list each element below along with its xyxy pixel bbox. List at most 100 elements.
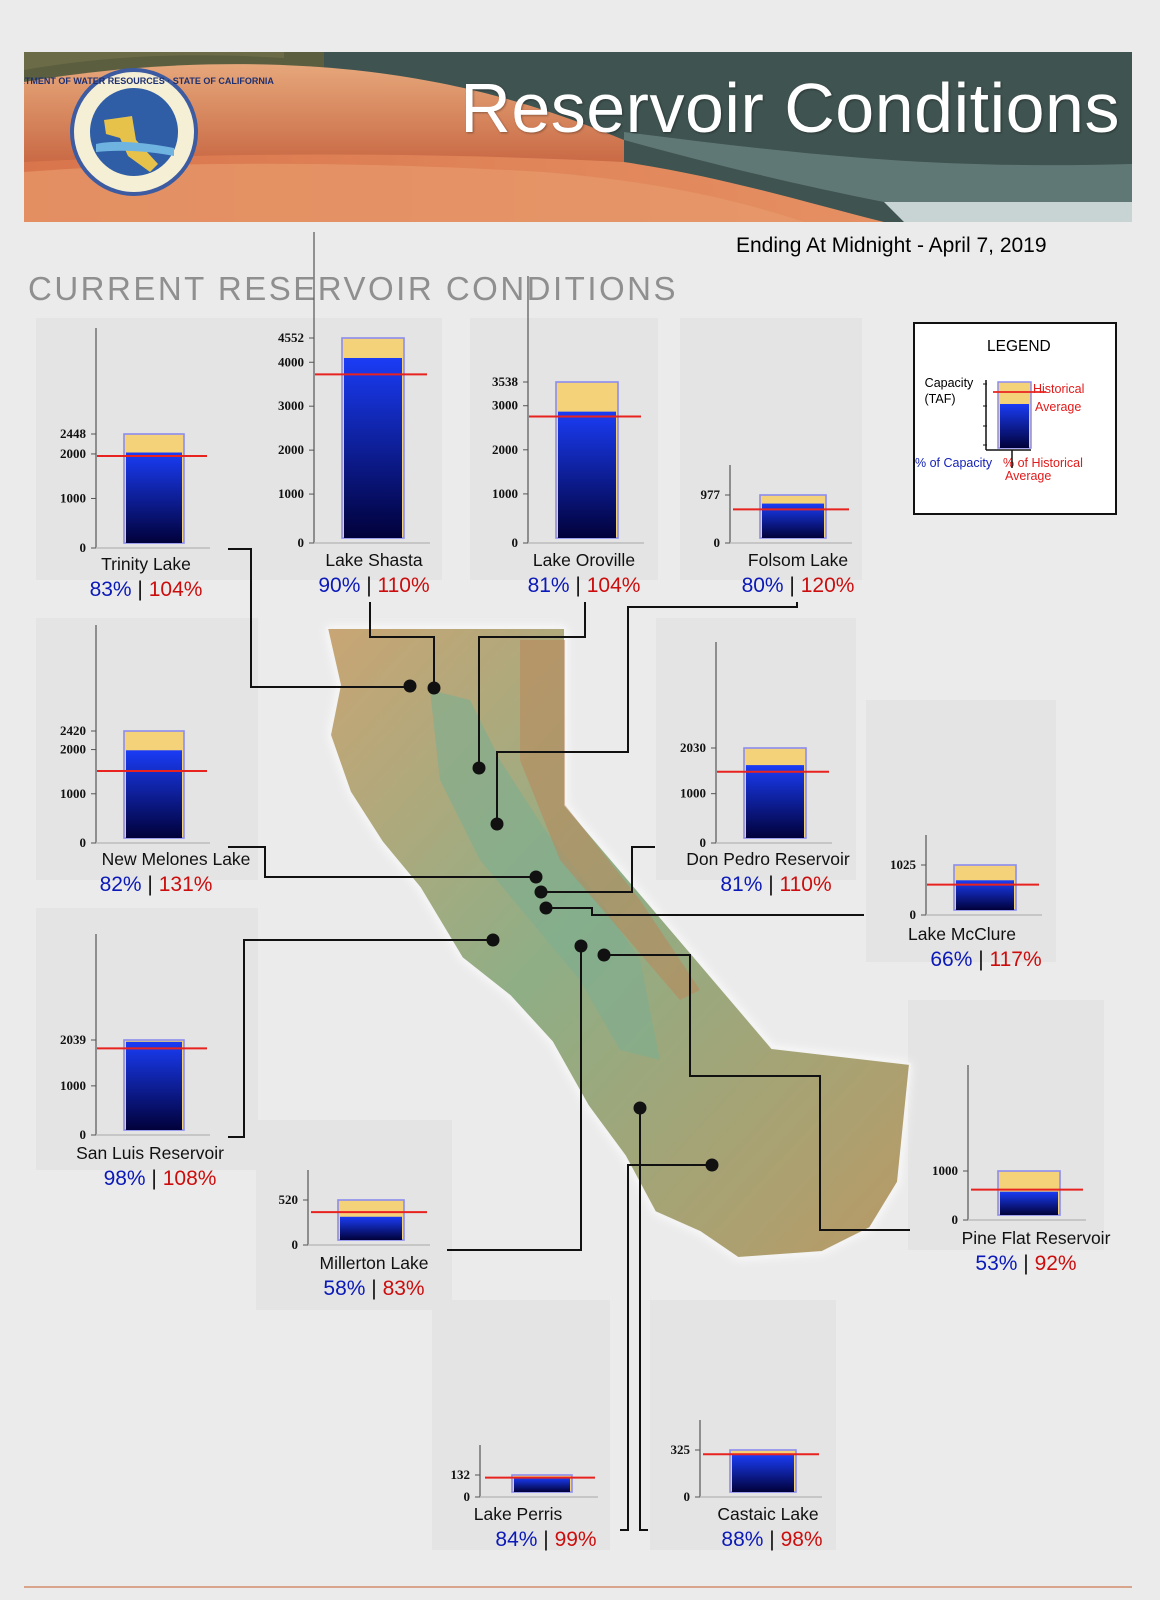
storage-bar — [344, 357, 402, 538]
panel-bg — [650, 1300, 836, 1550]
pct-capacity: 81% — [528, 574, 570, 597]
pct-separator: | — [1017, 1252, 1034, 1275]
tick-label: 3000 — [492, 398, 518, 413]
pct-historical: 108% — [163, 1167, 217, 1190]
reservoir-name: Lake McClure — [908, 924, 1016, 944]
pct-capacity: 84% — [495, 1528, 537, 1551]
date-line: Ending At Midnight - April 7, 2019 — [736, 234, 1047, 257]
tick-label: 2000 — [278, 442, 304, 457]
pct-capacity: 98% — [104, 1167, 146, 1190]
reservoir-name: Don Pedro Reservoir — [686, 849, 850, 869]
storage-bar — [732, 1455, 794, 1492]
reservoir-chart-4: 0 1000 2000 2420 New Melones Lake 82% | 131% — [60, 625, 250, 896]
pct-separator: | — [762, 873, 779, 896]
pct-capacity: 88% — [721, 1528, 763, 1551]
tick-label: 1000 — [60, 1078, 86, 1093]
storage-bar — [558, 411, 616, 538]
leader-line-0 — [228, 548, 410, 688]
pct-capacity: 58% — [323, 1277, 365, 1300]
tick-label: 4000 — [278, 354, 304, 369]
legend-pct-historical-2: Average — [1005, 469, 1052, 483]
section-title: CURRENT RESERVOIR CONDITIONS — [28, 270, 679, 307]
pct-separator: | — [142, 873, 159, 896]
tick-label: 0 — [700, 835, 707, 850]
tick-label: 4552 — [278, 330, 304, 345]
location-dot-10 — [633, 1101, 647, 1115]
pct-historical: 98% — [781, 1528, 823, 1551]
tick-label: 0 — [512, 535, 519, 550]
leader-line-9 — [604, 954, 910, 1231]
tick-label: 2000 — [60, 742, 86, 757]
reservoir-name: Castaic Lake — [717, 1504, 818, 1524]
reservoir-chart-6: 0 1025 Lake McClure 66% | 117% — [890, 835, 1042, 971]
legend-pct-capacity: % of Capacity — [915, 456, 993, 470]
tick-label: 132 — [451, 1467, 471, 1482]
tick-label: 0 — [80, 540, 87, 555]
reservoir-name: Lake Oroville — [533, 550, 635, 570]
tick-label: 0 — [684, 1489, 691, 1504]
location-dot-8 — [574, 939, 588, 953]
reservoir-chart-10: 0 132 Lake Perris 84% | 99% — [451, 1445, 598, 1551]
panel-bg — [432, 1300, 610, 1550]
reservoir-chart-8: 0 520 Millerton Lake 58% | 83% — [279, 1170, 430, 1300]
tick-label: 1000 — [932, 1163, 958, 1178]
pct-capacity: 81% — [720, 873, 762, 896]
storage-bar — [1000, 1191, 1058, 1215]
reservoir-chart-1: 0 1000 2000 3000 4000 4552 Lake Shasta 90% | 11… — [278, 232, 430, 597]
tick-label: 1000 — [278, 486, 304, 501]
reservoir-percentages: 58% | 83% — [323, 1277, 424, 1300]
reservoir-name: San Luis Reservoir — [76, 1143, 224, 1163]
pct-separator: | — [763, 1528, 780, 1551]
location-dot-9 — [597, 948, 611, 962]
reservoir-percentages: 80% | 120% — [742, 574, 855, 597]
leader-line-2 — [478, 602, 586, 768]
location-dot-7 — [486, 933, 500, 947]
location-dot-3 — [490, 817, 504, 831]
location-dot-2 — [472, 761, 486, 775]
leader-line-11 — [639, 1108, 648, 1531]
pct-separator: | — [365, 1277, 382, 1300]
tick-label: 0 — [714, 535, 721, 550]
storage-bar — [514, 1477, 570, 1492]
location-dot-6 — [539, 901, 553, 915]
pct-capacity: 83% — [90, 578, 132, 601]
leader-line-5 — [541, 846, 655, 893]
tick-label: 1025 — [890, 857, 917, 872]
pct-separator: | — [570, 574, 587, 597]
panel-bg — [680, 318, 862, 580]
leader-line-10 — [620, 1164, 712, 1531]
tick-label: 3538 — [492, 374, 519, 389]
pct-historical: 104% — [149, 578, 203, 601]
reservoir-chart-2: 0 1000 2000 3000 3538 Lake Oroville 81% | 104% — [492, 276, 644, 597]
tick-label: 2420 — [60, 723, 86, 738]
tick-label: 2039 — [60, 1032, 87, 1047]
reservoir-chart-3: 0 977 Folsom Lake 80% | 120% — [701, 465, 855, 597]
pct-historical: 117% — [990, 948, 1042, 971]
central-valley — [430, 690, 660, 1060]
pct-capacity: 82% — [100, 873, 142, 896]
reservoir-chart-0: 0 1000 2000 2448 Trinity Lake 83% | 104% — [60, 328, 210, 601]
sierra-nevada — [520, 640, 700, 1000]
storage-bar — [126, 1041, 182, 1130]
bottom-rule — [24, 1586, 1132, 1588]
tick-label: 977 — [701, 487, 721, 502]
pct-separator: | — [360, 574, 377, 597]
reservoir-name: Lake Shasta — [325, 550, 423, 570]
reservoir-name: Pine Flat Reservoir — [962, 1228, 1111, 1248]
tick-label: 3000 — [278, 398, 304, 413]
leader-line-7 — [228, 939, 493, 1138]
tick-label: 325 — [671, 1442, 691, 1457]
pct-historical: 131% — [159, 873, 213, 896]
pct-historical: 92% — [1035, 1252, 1077, 1275]
tick-label: 1000 — [680, 786, 706, 801]
storage-bar — [126, 452, 182, 543]
location-dot-5 — [534, 885, 548, 899]
pct-capacity: 80% — [742, 574, 784, 597]
reservoir-chart-5: 0 1000 2030 Don Pedro Reservoir 81% | 110% — [680, 642, 850, 896]
pct-separator: | — [132, 578, 149, 601]
tick-label: 2000 — [60, 446, 86, 461]
tick-label: 0 — [80, 835, 87, 850]
pct-historical: 104% — [587, 574, 641, 597]
reservoir-name: New Melones Lake — [102, 849, 251, 869]
